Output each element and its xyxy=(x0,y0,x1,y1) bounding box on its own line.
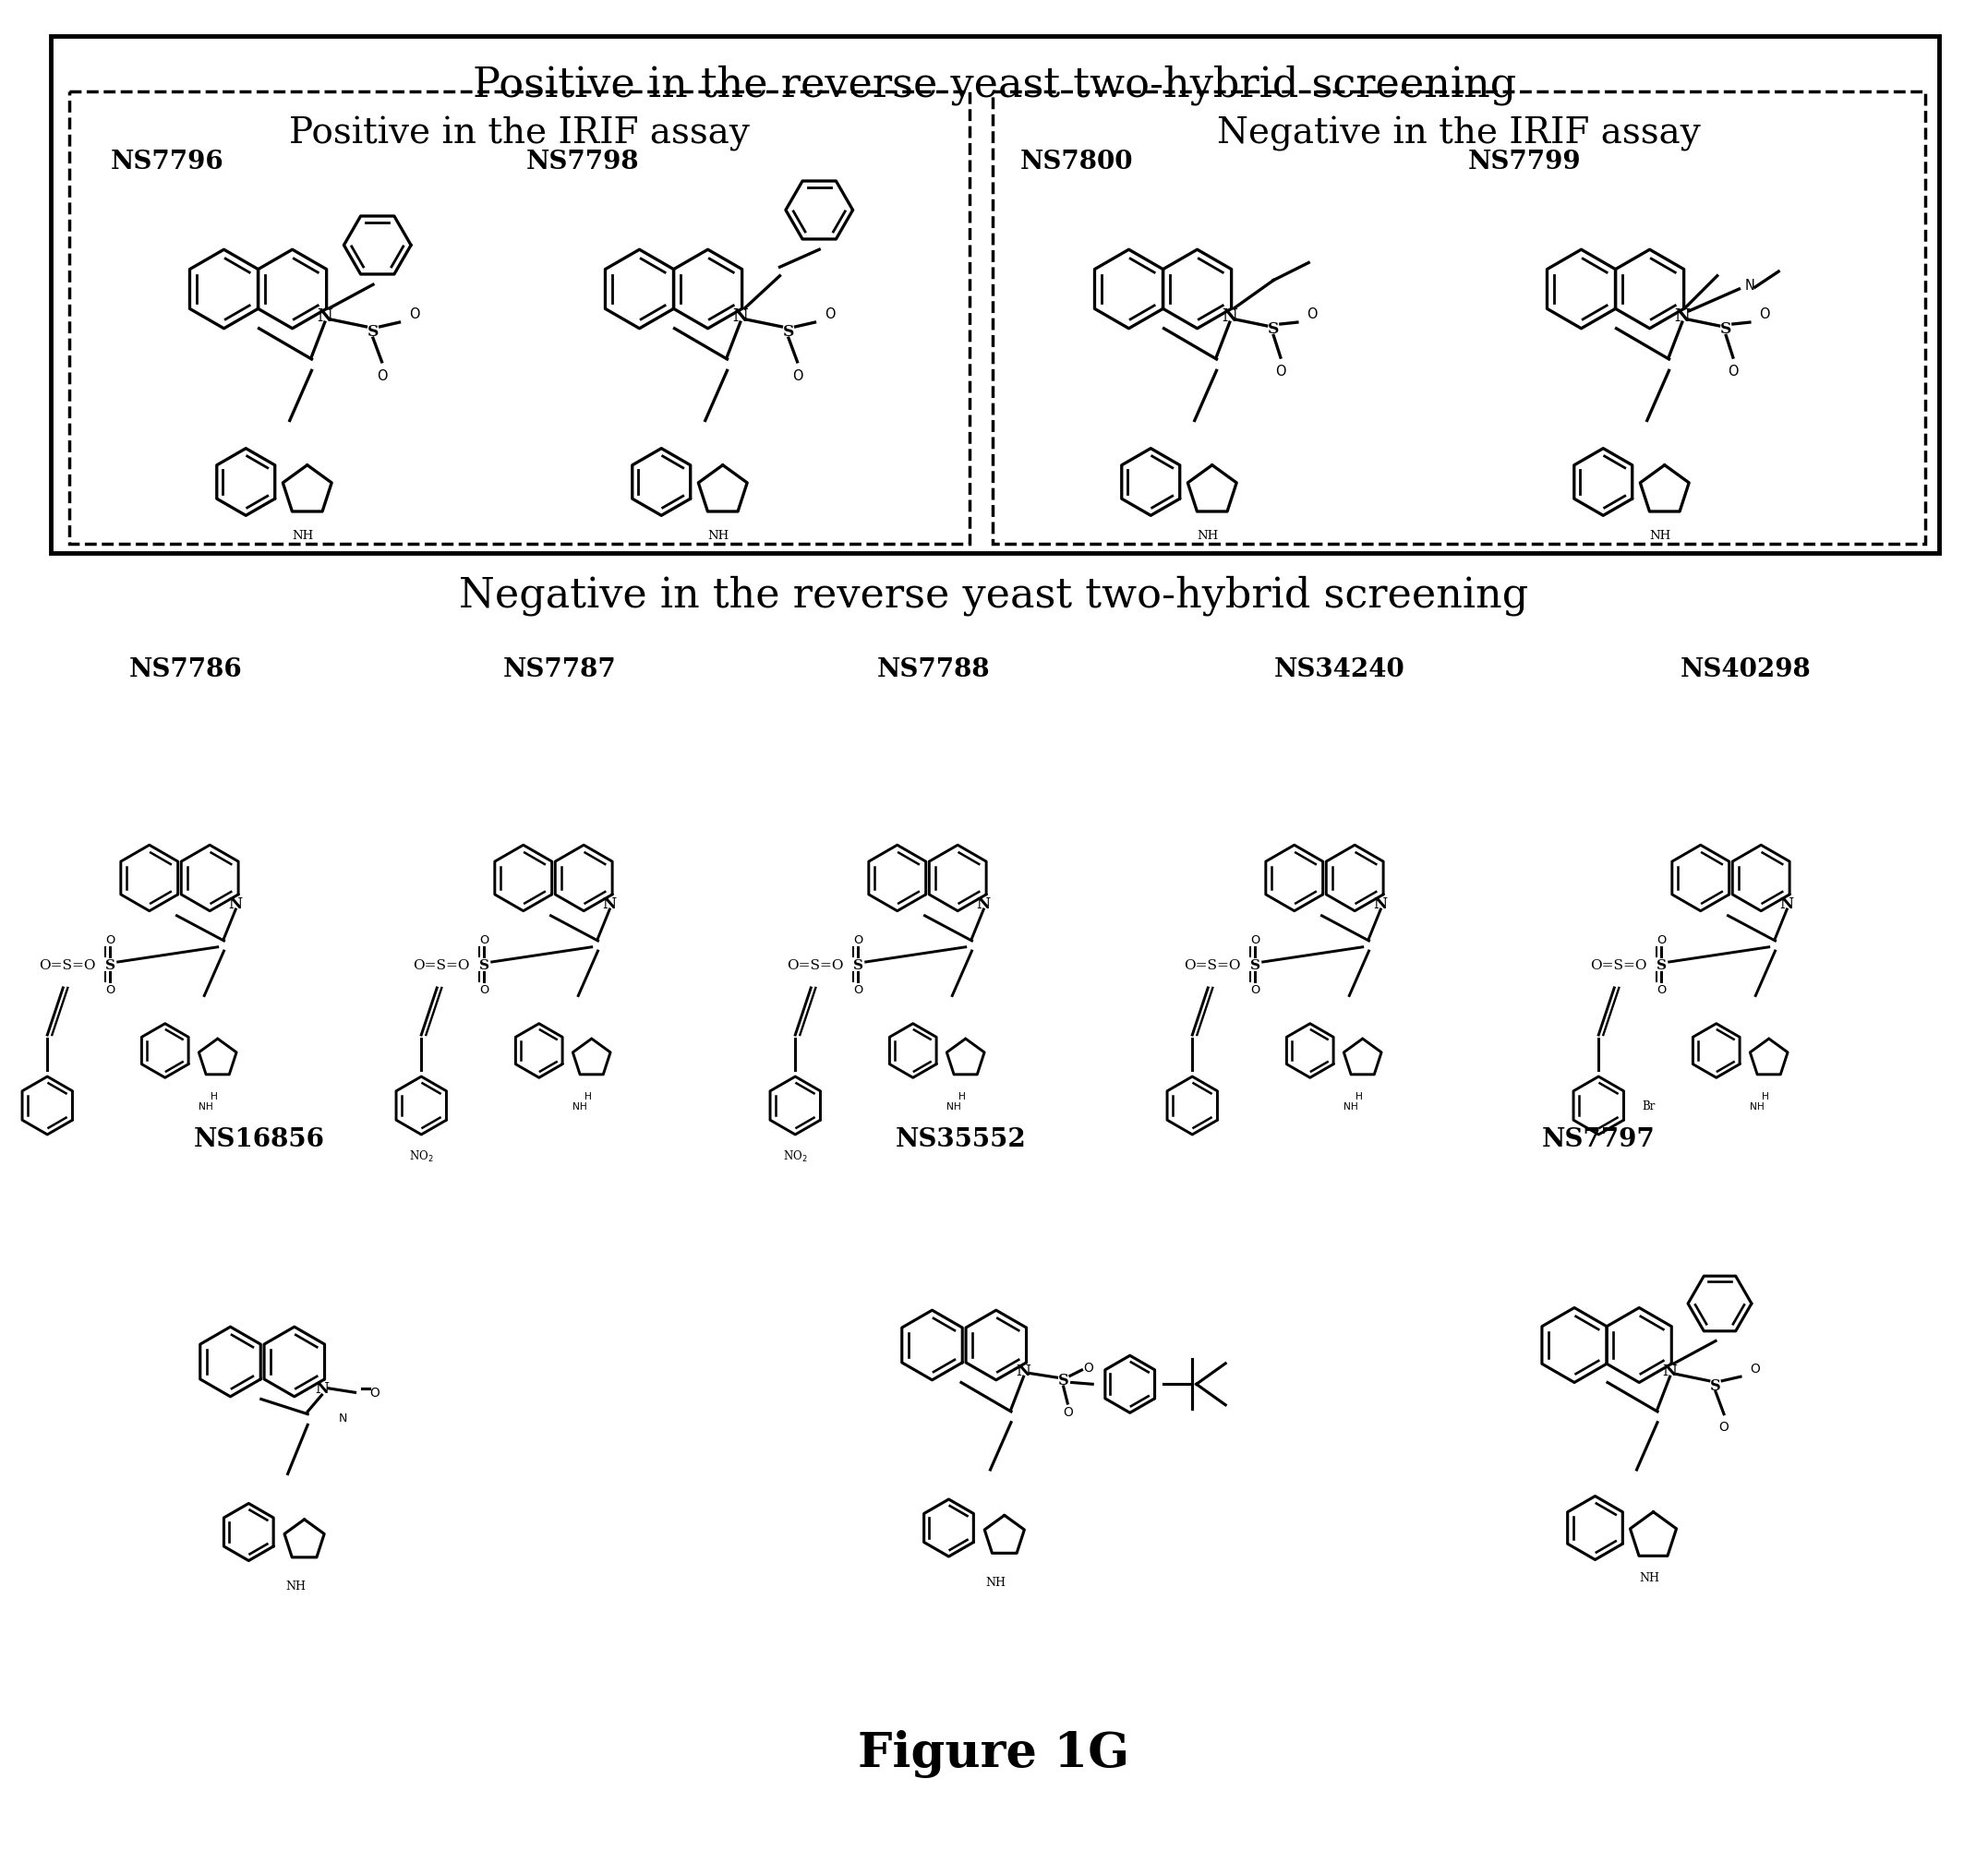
Text: NH: NH xyxy=(1638,1571,1660,1584)
Text: NH: NH xyxy=(946,1101,960,1111)
Text: N: N xyxy=(338,1412,346,1423)
Text: O: O xyxy=(1759,307,1769,322)
Text: Br: Br xyxy=(1642,1099,1656,1112)
Text: N: N xyxy=(1223,307,1237,324)
Text: NS7797: NS7797 xyxy=(1543,1127,1656,1151)
Text: O: O xyxy=(1306,307,1318,322)
Text: N: N xyxy=(1016,1362,1032,1379)
Text: S: S xyxy=(783,324,795,339)
Text: O: O xyxy=(376,368,388,383)
Text: NO$_2$: NO$_2$ xyxy=(783,1149,807,1164)
Text: NH: NH xyxy=(286,1581,306,1592)
Text: NH: NH xyxy=(708,529,730,540)
Text: O: O xyxy=(410,307,419,322)
Text: Positive in the IRIF assay: Positive in the IRIF assay xyxy=(288,117,749,152)
Text: NH: NH xyxy=(1344,1101,1358,1111)
Text: S: S xyxy=(105,959,115,972)
Text: S: S xyxy=(1720,322,1732,337)
Text: NH: NH xyxy=(986,1575,1006,1588)
Text: N: N xyxy=(316,307,332,324)
Text: O=S=O: O=S=O xyxy=(1590,959,1646,972)
Text: N: N xyxy=(732,307,747,324)
Text: O: O xyxy=(853,933,863,946)
Text: NS35552: NS35552 xyxy=(897,1127,1026,1151)
Text: N: N xyxy=(976,896,990,911)
Text: NS7788: NS7788 xyxy=(877,657,990,681)
Text: N: N xyxy=(229,896,243,911)
Text: S: S xyxy=(853,959,863,972)
Text: O: O xyxy=(1083,1360,1093,1373)
Text: O: O xyxy=(1064,1405,1074,1418)
Text: NH: NH xyxy=(1749,1101,1765,1111)
Text: Negative in the reverse yeast two-hybrid screening: Negative in the reverse yeast two-hybrid… xyxy=(459,576,1529,615)
Text: NS34240: NS34240 xyxy=(1274,657,1406,681)
Text: O: O xyxy=(1749,1362,1759,1375)
Text: O=S=O: O=S=O xyxy=(1183,959,1241,972)
Text: O=S=O: O=S=O xyxy=(787,959,843,972)
Text: O: O xyxy=(791,368,803,383)
Bar xyxy=(52,37,1938,553)
Text: O: O xyxy=(1728,365,1738,378)
Text: N: N xyxy=(1779,896,1793,911)
Text: S: S xyxy=(1656,959,1666,972)
Text: Figure 1G: Figure 1G xyxy=(857,1729,1129,1777)
Text: N: N xyxy=(314,1381,328,1396)
Text: O: O xyxy=(1250,985,1260,996)
Text: N: N xyxy=(1374,896,1388,911)
Text: O: O xyxy=(1656,985,1666,996)
Text: N: N xyxy=(1745,278,1755,292)
Text: H: H xyxy=(958,1092,966,1101)
Text: O: O xyxy=(853,985,863,996)
Text: H: H xyxy=(1761,1092,1769,1101)
Text: O: O xyxy=(1274,365,1286,378)
Text: S: S xyxy=(368,324,380,339)
Text: Negative in the IRIF assay: Negative in the IRIF assay xyxy=(1217,117,1700,152)
Text: NS7786: NS7786 xyxy=(129,657,243,681)
Text: NH: NH xyxy=(292,529,314,540)
Text: NS7799: NS7799 xyxy=(1469,150,1580,174)
Text: NS7787: NS7787 xyxy=(503,657,616,681)
Text: O: O xyxy=(105,933,115,946)
Text: O=S=O: O=S=O xyxy=(38,959,95,972)
Text: O: O xyxy=(479,933,489,946)
Text: NS16856: NS16856 xyxy=(195,1127,324,1151)
Text: NS7800: NS7800 xyxy=(1020,150,1133,174)
Text: N: N xyxy=(602,896,616,911)
Text: NO$_2$: NO$_2$ xyxy=(410,1149,433,1164)
Text: O: O xyxy=(370,1386,380,1399)
Text: O: O xyxy=(1250,933,1260,946)
Text: NS40298: NS40298 xyxy=(1680,657,1811,681)
Text: S: S xyxy=(1250,959,1260,972)
Text: O: O xyxy=(1720,1420,1730,1433)
Text: O: O xyxy=(479,985,489,996)
Text: O: O xyxy=(825,307,835,322)
Text: O=S=O: O=S=O xyxy=(414,959,469,972)
Text: NH: NH xyxy=(1650,529,1672,540)
Text: O: O xyxy=(1656,933,1666,946)
Bar xyxy=(992,93,1924,544)
Bar xyxy=(70,93,970,544)
Text: NH: NH xyxy=(199,1101,213,1111)
Text: N: N xyxy=(1662,1362,1678,1379)
Text: Positive in the reverse yeast two-hybrid screening: Positive in the reverse yeast two-hybrid… xyxy=(473,65,1517,106)
Text: S: S xyxy=(1058,1372,1070,1388)
Text: S: S xyxy=(479,959,489,972)
Text: S: S xyxy=(1710,1377,1722,1394)
Text: S: S xyxy=(1268,322,1278,337)
Text: NH: NH xyxy=(1197,529,1219,540)
Text: H: H xyxy=(584,1092,590,1101)
Text: H: H xyxy=(1356,1092,1362,1101)
Text: NH: NH xyxy=(573,1101,586,1111)
Text: O: O xyxy=(105,985,115,996)
Text: N: N xyxy=(1674,307,1690,324)
Text: NS7798: NS7798 xyxy=(527,150,640,174)
Text: NS7796: NS7796 xyxy=(111,150,225,174)
Text: H: H xyxy=(211,1092,217,1101)
